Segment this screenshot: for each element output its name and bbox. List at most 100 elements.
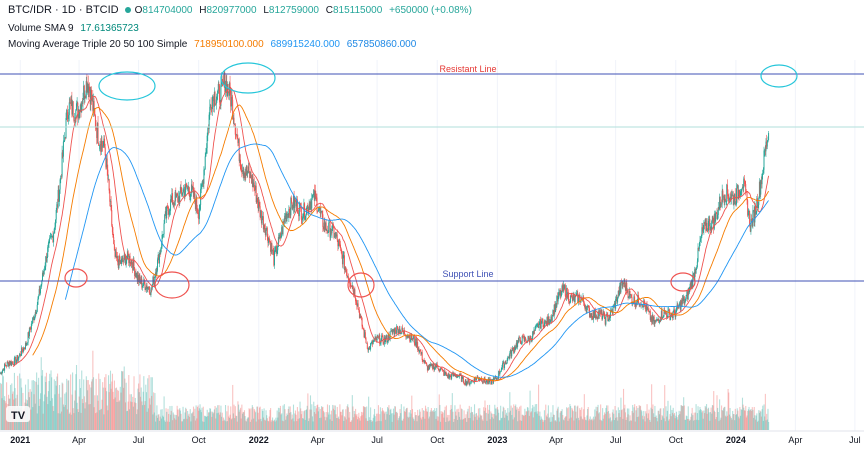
candle-body bbox=[34, 312, 36, 318]
volume-bar bbox=[496, 408, 498, 430]
candle-body bbox=[632, 302, 634, 304]
candle-body bbox=[627, 290, 629, 299]
volume-bar bbox=[436, 408, 438, 430]
volume-bar bbox=[382, 410, 384, 430]
candle-body bbox=[497, 377, 499, 379]
volume-bar bbox=[110, 388, 112, 430]
annotation-circle-bottom-1[interactable] bbox=[64, 268, 88, 288]
volume-bar bbox=[663, 418, 665, 430]
volume-bar bbox=[469, 418, 471, 430]
volume-bar bbox=[385, 411, 387, 430]
candle-body bbox=[100, 140, 102, 152]
annotation-circle-top-2[interactable] bbox=[220, 62, 276, 94]
candle-body bbox=[19, 353, 21, 356]
candle-body bbox=[323, 222, 325, 230]
ma-label: Moving Average Triple 20 50 100 Simple bbox=[8, 39, 188, 50]
candle-body bbox=[729, 197, 731, 200]
candle-body bbox=[498, 370, 500, 378]
annotation-circle-bottom-3[interactable] bbox=[347, 272, 375, 298]
volume-bar bbox=[405, 409, 407, 430]
candle-body bbox=[562, 285, 564, 292]
candle-body bbox=[615, 299, 617, 309]
candle-body bbox=[423, 360, 425, 363]
volume-bar bbox=[298, 411, 300, 430]
candle-body bbox=[195, 197, 197, 210]
ma-legend[interactable]: Moving Average Triple 20 50 100 Simple 7… bbox=[8, 39, 420, 50]
volume-bar bbox=[179, 408, 181, 430]
volume-bar bbox=[114, 397, 116, 430]
volume-bar bbox=[706, 413, 708, 430]
candle-body bbox=[477, 376, 479, 378]
candle-body bbox=[466, 382, 468, 386]
volume-bar bbox=[666, 410, 668, 430]
candle-body bbox=[341, 251, 343, 255]
candle-body bbox=[238, 138, 240, 162]
volume-bar bbox=[217, 412, 219, 430]
volume-bar bbox=[389, 409, 391, 430]
symbol-title[interactable]: BTC/IDR · 1D · BTCID bbox=[8, 4, 119, 16]
candle-body bbox=[289, 212, 291, 216]
volume-bar bbox=[309, 395, 312, 430]
volume-bar bbox=[209, 408, 212, 430]
volume-bar bbox=[220, 405, 222, 430]
volume-bar bbox=[394, 406, 397, 430]
candle-body bbox=[176, 193, 178, 196]
volume-bar bbox=[586, 415, 588, 430]
volume-bar bbox=[700, 410, 702, 430]
candle-body bbox=[177, 196, 179, 203]
volume-bar bbox=[635, 410, 637, 430]
volume-bar bbox=[236, 421, 238, 430]
candle-body bbox=[188, 186, 190, 192]
annotation-circle-top-1[interactable] bbox=[98, 71, 156, 101]
volume-bar bbox=[602, 418, 604, 430]
candle-body bbox=[730, 194, 732, 200]
volume-bar bbox=[400, 404, 402, 430]
candle-body bbox=[732, 194, 734, 205]
volume-bar bbox=[736, 408, 738, 430]
candle-body bbox=[503, 361, 505, 369]
volume-bar bbox=[323, 410, 325, 430]
volume-bar bbox=[598, 413, 600, 430]
annotation-circle-bottom-2[interactable] bbox=[154, 271, 190, 299]
volume-bar bbox=[245, 420, 247, 430]
candle-body bbox=[53, 233, 55, 243]
volume-bar bbox=[383, 411, 385, 430]
volume-bar bbox=[138, 392, 140, 430]
volume-legend[interactable]: Volume SMA 9 17.61365723 bbox=[8, 23, 143, 34]
candle-body bbox=[346, 272, 348, 278]
candle-body bbox=[280, 236, 282, 238]
candle-body bbox=[207, 128, 209, 130]
chart-grid bbox=[19, 60, 856, 431]
candle-body bbox=[366, 343, 368, 344]
candle-body bbox=[530, 339, 532, 342]
candle-body bbox=[530, 335, 532, 340]
candle-body bbox=[550, 316, 552, 322]
candle-body bbox=[200, 186, 202, 189]
volume-bar bbox=[70, 414, 72, 430]
candle-body bbox=[369, 346, 371, 350]
candle-body bbox=[559, 290, 561, 295]
volume-bar bbox=[763, 404, 765, 430]
volume-bar bbox=[701, 412, 703, 430]
volume-bar bbox=[230, 419, 232, 430]
candle-body bbox=[349, 280, 351, 284]
candle-body bbox=[343, 255, 345, 271]
candle-body bbox=[57, 189, 59, 208]
candle-body bbox=[693, 273, 695, 280]
annotation-circle-projection[interactable] bbox=[760, 64, 798, 88]
candle-body bbox=[758, 197, 760, 206]
volume-bar bbox=[222, 420, 224, 430]
volume-bar bbox=[113, 399, 115, 430]
candle-body bbox=[315, 190, 317, 197]
annotation-circle-bottom-4[interactable] bbox=[670, 272, 696, 292]
volume-bar bbox=[456, 419, 459, 430]
candle-body bbox=[516, 342, 518, 347]
candle-body bbox=[341, 254, 343, 265]
volume-bar bbox=[584, 417, 586, 430]
volume-bar bbox=[369, 420, 371, 430]
candle-body bbox=[523, 336, 525, 341]
volume-bar bbox=[61, 382, 63, 430]
volume-bar bbox=[126, 410, 129, 430]
volume-bar bbox=[570, 417, 572, 430]
